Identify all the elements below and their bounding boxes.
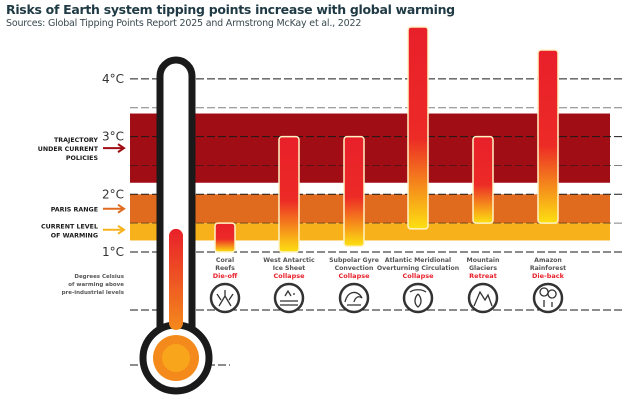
category-label: Reefs xyxy=(215,265,235,272)
bar-ice-sheet xyxy=(278,135,300,253)
band-label: CURRENT LEVEL xyxy=(41,223,98,230)
band-label: OF WARMING xyxy=(51,232,98,239)
y-axis-label: pre-industrial levels xyxy=(62,290,125,296)
category-label: Rainforest xyxy=(530,265,566,272)
impact-label: Die-off xyxy=(213,272,238,280)
bar-ocean-current xyxy=(407,26,429,230)
category-label: West Antarctic xyxy=(263,257,315,264)
band-1 xyxy=(130,194,610,224)
bar-mountain xyxy=(472,135,494,224)
icon-circle xyxy=(209,282,241,314)
icon-circle xyxy=(273,282,305,314)
mountain-icon xyxy=(467,282,499,314)
bar-wave xyxy=(343,135,365,247)
thermometer-fluid xyxy=(169,228,183,330)
category-label: Atlantic Meridional xyxy=(385,257,451,264)
band-label: POLICIES xyxy=(66,155,99,162)
impact-label: Collapse xyxy=(273,272,305,280)
ocean-current-icon-glyph xyxy=(409,289,427,308)
arrow-head-icon xyxy=(117,224,126,235)
mountain-icon-glyph xyxy=(473,290,493,307)
thermometer-fluid-bulb-core xyxy=(162,344,190,372)
band-label: TRAJECTORY xyxy=(54,137,98,144)
y-tick-label: 3°C xyxy=(102,130,124,144)
band-0 xyxy=(130,113,610,183)
impact-label: Collapse xyxy=(402,272,434,280)
chart-subtitle: Sources: Global Tipping Points Report 20… xyxy=(6,18,362,29)
category-label: Glaciers xyxy=(469,265,497,272)
impact-label: Die-back xyxy=(532,272,565,280)
ice-sheet-icon-glyph xyxy=(280,289,298,306)
band-label: PARIS RANGE xyxy=(51,207,98,214)
arrow-head-icon xyxy=(117,143,126,153)
forest-icon xyxy=(532,282,564,314)
chart-title: Risks of Earth system tipping points inc… xyxy=(6,2,455,17)
coral-icon xyxy=(209,282,241,314)
impact-label: Retreat xyxy=(469,272,497,280)
y-tick-label: 1°C xyxy=(102,245,124,259)
impact-label: Collapse xyxy=(338,272,370,280)
y-axis-label: Degrees Celsius xyxy=(74,274,124,280)
wave-icon-glyph xyxy=(344,291,363,306)
forest-icon-glyph xyxy=(539,287,557,307)
ocean-current-icon xyxy=(402,282,434,314)
category-label: Subpolar Gyre xyxy=(329,257,379,264)
y-tick-label: 4°C xyxy=(102,72,124,86)
category-label: Coral xyxy=(216,257,234,264)
category-label: Ice Sheet xyxy=(273,265,306,272)
y-tick-label: 2°C xyxy=(102,187,124,201)
bar-forest xyxy=(537,49,559,224)
icon-circle xyxy=(338,282,370,314)
arrow-head-icon xyxy=(117,203,126,214)
band-2 xyxy=(130,223,610,241)
bar-coral xyxy=(214,222,236,253)
coral-icon-glyph xyxy=(216,290,234,307)
band-label: UNDER CURRENT xyxy=(38,146,99,153)
category-label: Overturning Circulation xyxy=(377,265,459,272)
ice-sheet-icon xyxy=(273,282,305,314)
category-label: Amazon xyxy=(534,257,562,264)
icon-circle xyxy=(532,282,564,314)
category-label: Mountain xyxy=(467,257,500,264)
wave-icon xyxy=(338,282,370,314)
category-label: Convection xyxy=(335,265,374,272)
y-axis-label: of warming above xyxy=(68,282,124,288)
